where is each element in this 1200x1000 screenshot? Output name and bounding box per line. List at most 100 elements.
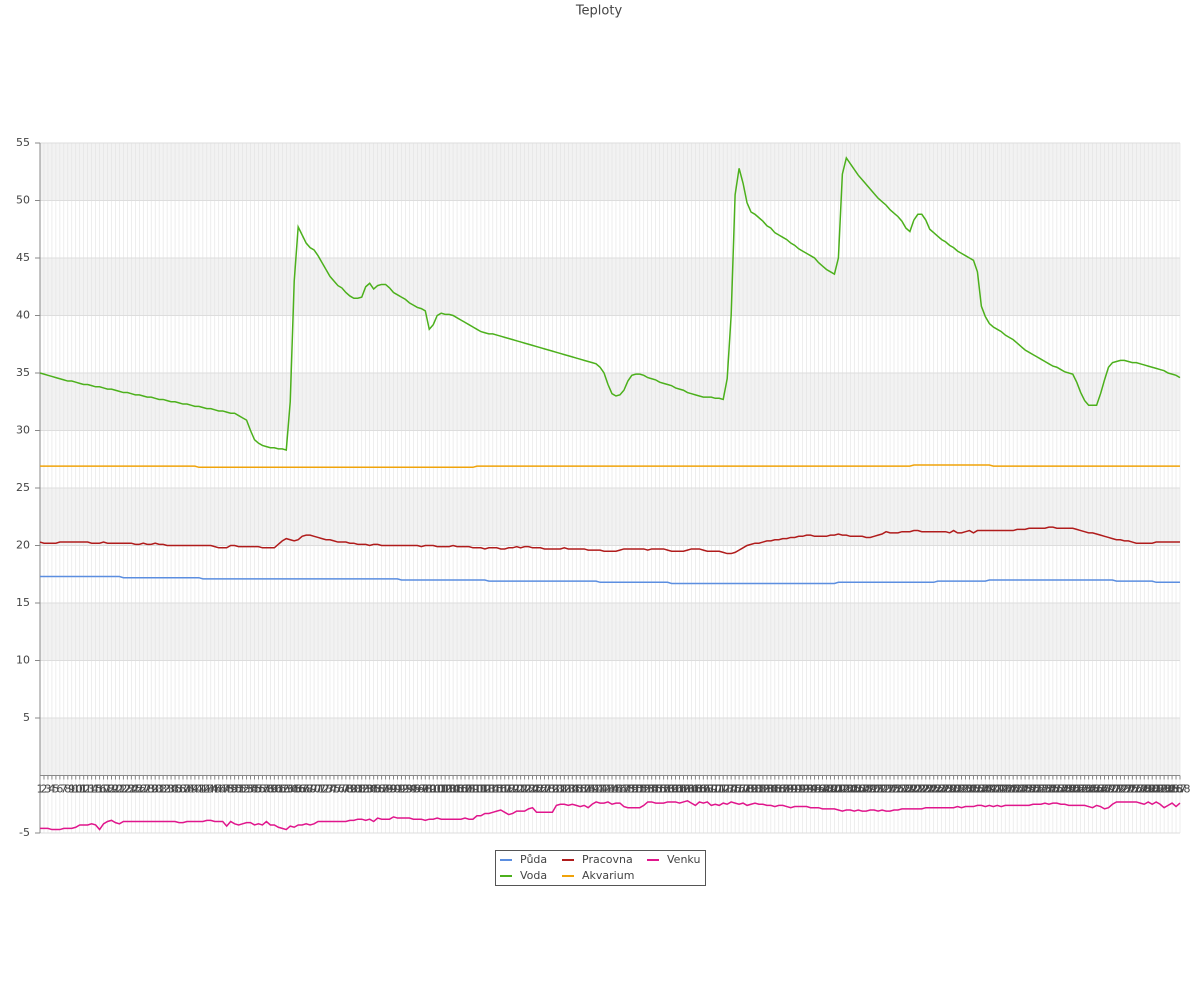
x-tick-label: 207 xyxy=(848,783,869,796)
x-tick-label: 131 xyxy=(546,783,567,796)
x-tick-label: 5 xyxy=(52,783,59,796)
x-tick-label: 186 xyxy=(764,783,785,796)
x-tick-label: 196 xyxy=(804,783,825,796)
x-tick-label: 254 xyxy=(1034,783,1055,796)
x-tick-label: 136 xyxy=(566,783,587,796)
x-tick-label: 98 xyxy=(418,783,432,796)
x-tick-label: 10 xyxy=(69,783,83,796)
x-tick-label: 149 xyxy=(617,783,638,796)
x-tick-label: 35 xyxy=(168,783,182,796)
x-tick-label: 26 xyxy=(132,783,146,796)
x-tick-label: 54 xyxy=(244,783,258,796)
y-tick-label: 15 xyxy=(16,596,30,609)
x-tick-label: 272 xyxy=(1106,783,1127,796)
x-tick-label: 116 xyxy=(486,783,507,796)
x-tick-label: 109 xyxy=(458,783,479,796)
x-tick-label: 236 xyxy=(963,783,984,796)
x-tick-label: 288 xyxy=(1170,783,1191,796)
x-tick-label: 276 xyxy=(1122,783,1143,796)
x-tick-label: 16 xyxy=(93,783,107,796)
x-tick-label: 62 xyxy=(275,783,289,796)
x-tick-label: 130 xyxy=(542,783,563,796)
x-tick-label: 233 xyxy=(951,783,972,796)
x-tick-label: 237 xyxy=(967,783,988,796)
x-tick-label: 47 xyxy=(216,783,230,796)
x-tick-label: 152 xyxy=(629,783,650,796)
x-tick-label: 203 xyxy=(832,783,853,796)
x-tick-label: 75 xyxy=(327,783,341,796)
x-tick-label: 20 xyxy=(108,783,122,796)
x-tick-label: 274 xyxy=(1114,783,1135,796)
x-tick-label: 90 xyxy=(387,783,401,796)
x-tick-label: 246 xyxy=(1003,783,1024,796)
x-tick-label: 123 xyxy=(514,783,535,796)
x-tick-label: 92 xyxy=(394,783,408,796)
x-tick-label: 121 xyxy=(506,783,527,796)
x-tick-label: 53 xyxy=(240,783,254,796)
x-tick-label: 227 xyxy=(927,783,948,796)
x-tick-label: 106 xyxy=(447,783,468,796)
x-tick-label: 70 xyxy=(307,783,321,796)
x-tick-label: 127 xyxy=(530,783,551,796)
x-tick-label: 161 xyxy=(665,783,686,796)
series-line xyxy=(39,156,1181,452)
x-tick-label: 215 xyxy=(880,783,901,796)
x-tick-label: 280 xyxy=(1138,783,1159,796)
grid-band xyxy=(40,258,1180,316)
x-tick-label: 33 xyxy=(160,783,174,796)
x-tick-label: 169 xyxy=(697,783,718,796)
x-tick-label: 273 xyxy=(1110,783,1131,796)
x-tick-label: 94 xyxy=(402,783,416,796)
x-tick-label: 93 xyxy=(398,783,412,796)
x-tick-label: 212 xyxy=(868,783,889,796)
x-tick-label: 183 xyxy=(752,783,773,796)
x-tick-label: 8 xyxy=(64,783,71,796)
x-tick-label: 46 xyxy=(212,783,226,796)
x-tick-label: 278 xyxy=(1130,783,1151,796)
x-tick-label: 226 xyxy=(923,783,944,796)
x-tick-label: 279 xyxy=(1134,783,1155,796)
x-tick-label: 81 xyxy=(351,783,365,796)
x-tick-label: 146 xyxy=(605,783,626,796)
legend-label: Venku xyxy=(667,853,700,866)
x-tick-label: 22 xyxy=(116,783,130,796)
x-tick-label: 4 xyxy=(48,783,55,796)
x-tick-label: 112 xyxy=(470,783,491,796)
x-tick-label: 31 xyxy=(152,783,166,796)
x-tick-label: 157 xyxy=(649,783,670,796)
x-tick-label: 111 xyxy=(466,783,487,796)
x-tick-label: 9 xyxy=(68,783,75,796)
x-tick-label: 232 xyxy=(947,783,968,796)
x-tick-label: 84 xyxy=(363,783,377,796)
x-tick-label: 135 xyxy=(562,783,583,796)
x-tick-label: 38 xyxy=(180,783,194,796)
x-tick-label: 117 xyxy=(490,783,511,796)
x-tick-label: 118 xyxy=(494,783,515,796)
x-tick-label: 228 xyxy=(931,783,952,796)
x-tick-label: 182 xyxy=(748,783,769,796)
x-tick-label: 132 xyxy=(550,783,571,796)
x-tick-label: 60 xyxy=(267,783,281,796)
x-tick-label: 107 xyxy=(451,783,472,796)
x-tick-label: 140 xyxy=(582,783,603,796)
x-tick-label: 126 xyxy=(526,783,547,796)
x-tick-label: 68 xyxy=(299,783,313,796)
x-tick-label: 151 xyxy=(625,783,646,796)
x-tick-label: 49 xyxy=(224,783,238,796)
x-tick-label: 99 xyxy=(422,783,436,796)
x-tick-label: 167 xyxy=(689,783,710,796)
x-tick-label: 1 xyxy=(37,783,44,796)
x-tick-label: 229 xyxy=(935,783,956,796)
x-tick-label: 11 xyxy=(73,783,87,796)
x-tick-label: 234 xyxy=(955,783,976,796)
x-tick-label: 6 xyxy=(56,783,63,796)
x-tick-label: 275 xyxy=(1118,783,1139,796)
x-tick-label: 164 xyxy=(677,783,698,796)
x-tick-label: 37 xyxy=(176,783,190,796)
x-tick-label: 195 xyxy=(800,783,821,796)
x-tick-label: 176 xyxy=(725,783,746,796)
x-tick-label: 231 xyxy=(943,783,964,796)
x-tick-label: 119 xyxy=(498,783,519,796)
x-tick-label: 214 xyxy=(876,783,897,796)
y-tick-label: 20 xyxy=(16,539,30,552)
